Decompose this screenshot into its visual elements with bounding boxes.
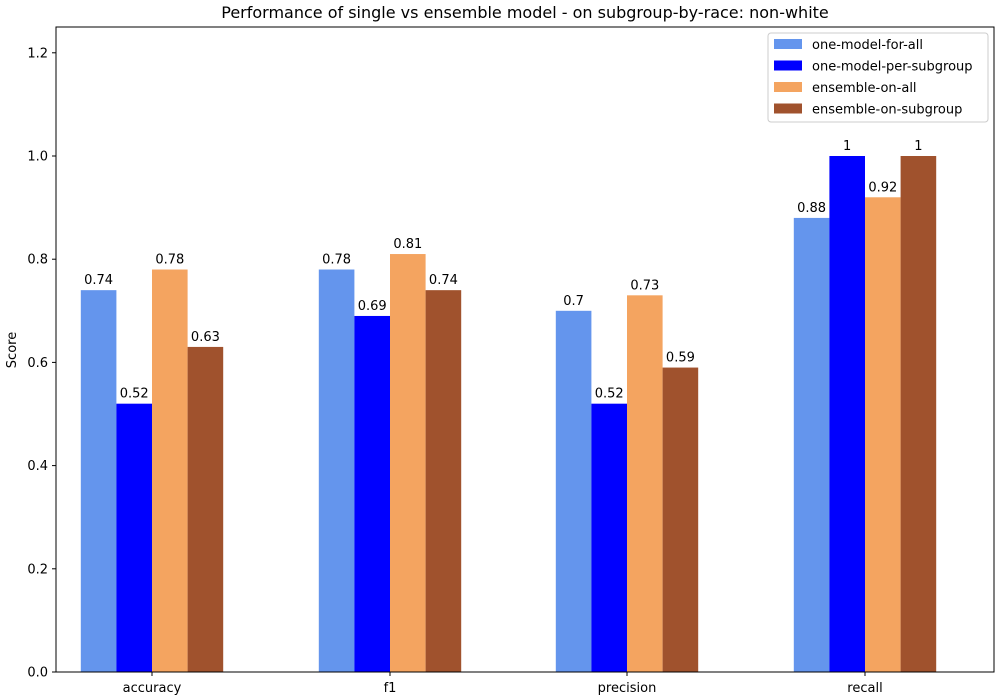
legend-swatch	[774, 103, 802, 114]
legend-swatch	[774, 39, 802, 49]
plot-frame	[55, 26, 995, 673]
legend-swatch	[774, 60, 802, 71]
data-label: 0.81	[393, 237, 422, 252]
data-label: 0.59	[666, 351, 695, 366]
legend: one-model-for-all one-model-per-subgroup e…	[767, 32, 989, 123]
legend-label: ensemble-on-subgroup	[812, 103, 962, 118]
bar	[627, 295, 663, 672]
bar	[829, 156, 865, 672]
data-label: 0.63	[191, 330, 220, 345]
bar	[865, 197, 901, 672]
bar	[425, 290, 462, 672]
bar	[390, 254, 426, 673]
data-label: 1	[914, 139, 922, 154]
x-tick-label: accuracy	[123, 681, 182, 696]
data-label: 0.73	[630, 278, 659, 293]
data-label: 0.52	[120, 387, 149, 402]
chart-title: Performance of single vs ensemble model …	[221, 3, 829, 22]
data-label: 0.88	[797, 201, 826, 216]
data-label: 0.78	[322, 253, 351, 268]
bar	[116, 403, 152, 672]
x-tick-label: f1	[384, 681, 397, 696]
legend-swatch	[774, 82, 802, 92]
data-label: 0.7	[563, 294, 584, 309]
x-tick-label: precision	[598, 681, 657, 696]
bar	[152, 269, 188, 672]
data-label: 0.74	[429, 273, 458, 288]
data-label: 0.78	[155, 253, 184, 268]
bar	[793, 217, 830, 673]
bar	[80, 290, 117, 672]
y-tick-label: 0.6	[27, 356, 48, 371]
bar	[900, 156, 937, 672]
legend-label: one-model-per-subgroup	[812, 60, 973, 75]
y-tick-label: 0.0	[27, 666, 48, 681]
legend-label: ensemble-on-all	[812, 81, 917, 96]
x-tick-label: recall	[847, 681, 882, 696]
bar	[662, 367, 699, 672]
bar	[555, 310, 592, 672]
y-axis-label: Score	[5, 332, 20, 368]
bar	[354, 315, 390, 672]
y-tick-label: 1.0	[27, 150, 48, 165]
legend-box	[767, 32, 989, 123]
y-tick-label: 1.2	[27, 46, 48, 61]
data-label: 0.52	[595, 387, 624, 402]
bar	[591, 403, 627, 672]
bar	[318, 269, 355, 672]
y-tick-label: 0.4	[27, 459, 48, 474]
y-tick-label: 0.2	[27, 562, 48, 577]
data-label: 0.92	[868, 180, 897, 195]
y-tick-label: 0.8	[27, 253, 48, 268]
data-label: 0.74	[84, 273, 113, 288]
plot-area: 0.740.780.70.880.520.690.5210.780.810.73…	[27, 26, 995, 696]
data-label: 1	[843, 139, 851, 154]
legend-label: one-model-for-all	[812, 38, 923, 53]
data-label: 0.69	[358, 299, 387, 314]
bar	[187, 346, 224, 672]
